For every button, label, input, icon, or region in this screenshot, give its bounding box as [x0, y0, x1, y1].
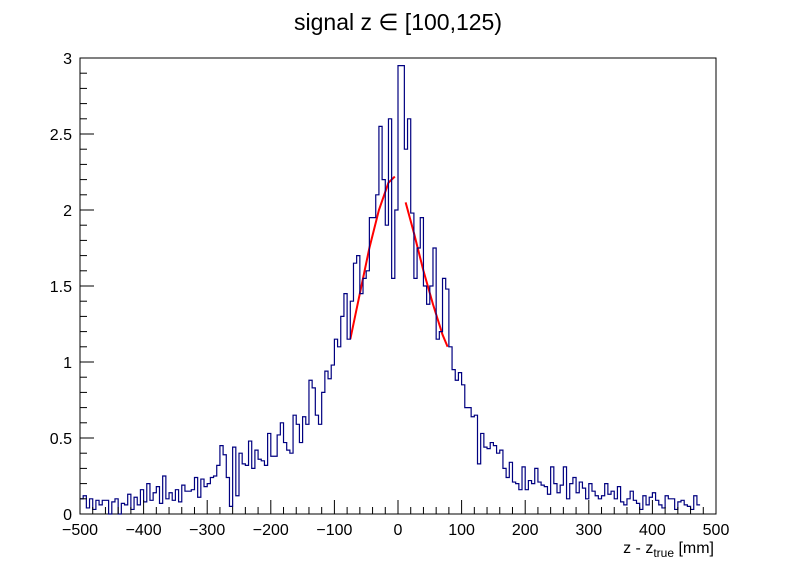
y-axis: 0 0.5 1 1.5 2 2.5 3 — [50, 51, 94, 524]
x-tick-label: −300 — [189, 522, 225, 539]
y-tick-label: 1 — [63, 355, 72, 372]
x-axis-label-subscript: true — [653, 546, 674, 560]
x-tick-label: 300 — [575, 522, 602, 539]
y-tick-label: 0 — [63, 507, 72, 524]
x-tick-label: −100 — [316, 522, 352, 539]
x-tick-label: 400 — [639, 522, 666, 539]
x-axis-label-unit: [mm] — [674, 540, 714, 557]
x-tick-label: 500 — [703, 522, 730, 539]
fit-left-curve — [349, 175, 396, 340]
x-axis-label-main: z - z — [623, 540, 653, 557]
y-tick-label: 2.5 — [50, 127, 72, 144]
x-tick-label: 0 — [394, 522, 403, 539]
fit-curves — [349, 175, 449, 348]
x-tick-label: 100 — [448, 522, 475, 539]
x-tick-label: −400 — [126, 522, 162, 539]
histogram-series — [80, 65, 701, 515]
y-tick-label: 0.5 — [50, 431, 72, 448]
fit-right-curve — [404, 202, 449, 348]
x-tick-label: −500 — [62, 522, 98, 539]
chart-title: signal z ∈ [100,125) — [294, 9, 502, 35]
x-axis: −500 −400 −300 −200 −100 0 100 200 300 400 500 — [62, 500, 729, 539]
x-tick-label: −200 — [253, 522, 289, 539]
x-tick-label: 200 — [512, 522, 539, 539]
y-tick-label: 1.5 — [50, 279, 72, 296]
y-tick-label: 2 — [63, 203, 72, 220]
x-axis-label: z - ztrue [mm] — [623, 540, 714, 560]
y-tick-label: 3 — [63, 51, 72, 68]
